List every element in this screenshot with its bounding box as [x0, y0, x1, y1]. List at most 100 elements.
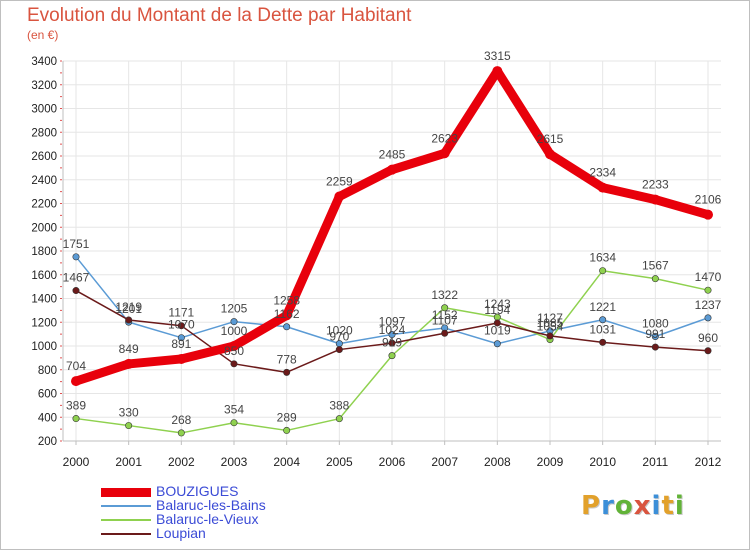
- data-point-loupian: [125, 316, 133, 324]
- data-point-balaruc-les-bains: [493, 340, 501, 348]
- y-tick-label: 2000: [31, 222, 57, 234]
- legend-swatch: [101, 533, 151, 535]
- data-point-loupian: [177, 322, 185, 330]
- data-label-balaruc-le-vieux: 388: [329, 399, 349, 413]
- data-point-balaruc-les-bains: [177, 334, 185, 342]
- legend-swatch: [101, 505, 151, 507]
- data-point-balaruc-le-vieux: [177, 429, 185, 437]
- data-label-balaruc-les-bains: 1751: [63, 237, 90, 251]
- legend-label: Loupian: [156, 525, 206, 541]
- proxiti-logo: Proxiti: [581, 491, 685, 521]
- data-label-bouzigues: 704: [66, 359, 86, 373]
- data-label-bouzigues: 3315: [484, 49, 511, 63]
- y-tick-label: 1600: [31, 270, 57, 282]
- data-label-loupian: 1107: [432, 313, 458, 327]
- data-label-loupian: 1085: [537, 316, 564, 330]
- x-tick-label: 2009: [537, 455, 564, 469]
- data-point-bouzigues: [176, 353, 187, 364]
- y-tick-label: 1400: [31, 294, 57, 306]
- logo-letter: o: [614, 491, 634, 521]
- data-point-loupian: [493, 319, 501, 327]
- data-label-bouzigues: 2106: [695, 193, 722, 207]
- y-tick-label: 2600: [31, 151, 57, 163]
- data-point-bouzigues: [123, 358, 134, 369]
- data-point-bouzigues: [334, 191, 345, 202]
- data-point-loupian: [230, 360, 238, 368]
- data-label-loupian: 991: [645, 327, 665, 341]
- data-label-bouzigues: 2485: [379, 148, 406, 162]
- data-label-loupian: 1219: [115, 300, 142, 314]
- data-label-balaruc-les-bains: 1201: [115, 302, 142, 316]
- data-label-loupian: 960: [698, 331, 718, 345]
- data-label-balaruc-les-bains: 1205: [221, 302, 248, 316]
- data-label-loupian: 850: [224, 344, 244, 358]
- data-point-balaruc-le-vieux: [651, 275, 659, 283]
- data-point-balaruc-les-bains: [283, 323, 291, 331]
- data-label-bouzigues: 2259: [326, 174, 353, 188]
- data-label-loupian: 970: [329, 330, 349, 344]
- data-point-loupian: [335, 346, 343, 354]
- y-tick-label: 1000: [31, 341, 57, 353]
- data-label-balaruc-le-vieux: 1567: [642, 259, 669, 273]
- data-label-loupian: 1031: [589, 322, 616, 336]
- data-point-bouzigues: [597, 182, 608, 193]
- x-tick-label: 2005: [326, 455, 353, 469]
- data-point-bouzigues: [439, 148, 450, 159]
- data-label-balaruc-le-vieux: 330: [119, 406, 139, 420]
- y-tick-label: 2800: [31, 127, 57, 139]
- data-label-balaruc-le-vieux: 389: [66, 399, 86, 413]
- data-label-balaruc-le-vieux: 1322: [431, 288, 458, 302]
- data-label-bouzigues: 891: [171, 337, 191, 351]
- data-label-balaruc-le-vieux: 919: [382, 336, 402, 350]
- y-tick-label: 2200: [31, 199, 57, 211]
- data-label-bouzigues: 1000: [221, 324, 248, 338]
- data-point-balaruc-le-vieux: [335, 415, 343, 423]
- data-point-balaruc-le-vieux: [283, 426, 291, 434]
- data-label-loupian: 1171: [168, 306, 194, 320]
- x-tick-label: 2006: [379, 455, 406, 469]
- data-label-balaruc-les-bains: 1221: [589, 300, 616, 314]
- x-tick-label: 2012: [695, 455, 722, 469]
- y-tick-label: 800: [38, 365, 57, 377]
- data-label-loupian: 1467: [63, 271, 90, 285]
- x-tick-label: 2010: [589, 455, 616, 469]
- data-point-balaruc-les-bains: [651, 332, 659, 340]
- y-tick-label: 400: [38, 412, 57, 424]
- data-point-loupian: [441, 329, 449, 337]
- data-label-balaruc-les-bains: 1237: [695, 298, 722, 312]
- data-label-loupian: 778: [277, 352, 297, 366]
- y-tick-label: 2400: [31, 175, 57, 187]
- logo-letter: r: [601, 491, 615, 521]
- data-label-balaruc-le-vieux: 1243: [484, 297, 511, 311]
- data-point-balaruc-le-vieux: [704, 286, 712, 294]
- data-point-bouzigues: [492, 66, 503, 77]
- data-label-balaruc-les-bains: 1127: [537, 311, 563, 325]
- data-point-loupian: [651, 343, 659, 351]
- data-label-loupian: 1024: [379, 323, 406, 337]
- legend-swatch: [101, 519, 151, 521]
- y-tick-label: 1800: [31, 246, 57, 258]
- chart-title: Evolution du Montant de la Dette par Hab…: [27, 5, 412, 26]
- logo-letter: i: [651, 491, 662, 521]
- data-point-balaruc-le-vieux: [125, 422, 133, 430]
- data-label-bouzigues: 2615: [537, 132, 564, 146]
- data-label-balaruc-les-bains: 1097: [379, 314, 406, 328]
- data-point-loupian: [599, 338, 607, 346]
- y-tick-label: 200: [38, 436, 57, 448]
- data-point-bouzigues: [229, 341, 239, 351]
- data-point-balaruc-le-vieux: [72, 415, 80, 423]
- data-point-balaruc-le-vieux: [230, 419, 238, 427]
- data-point-balaruc-le-vieux: [441, 304, 449, 312]
- data-label-balaruc-le-vieux: 268: [171, 413, 191, 427]
- y-tick-label: 3200: [31, 80, 57, 92]
- data-label-bouzigues: 849: [119, 342, 139, 356]
- legend-label: Balaruc-le-Vieux: [156, 511, 259, 527]
- data-point-balaruc-les-bains: [388, 330, 396, 338]
- legend-label: BOUZIGUES: [156, 483, 239, 499]
- data-point-bouzigues: [703, 209, 713, 220]
- x-tick-label: 2003: [221, 455, 248, 469]
- chart-unit-label: (en €): [27, 28, 59, 42]
- data-point-loupian: [72, 287, 80, 295]
